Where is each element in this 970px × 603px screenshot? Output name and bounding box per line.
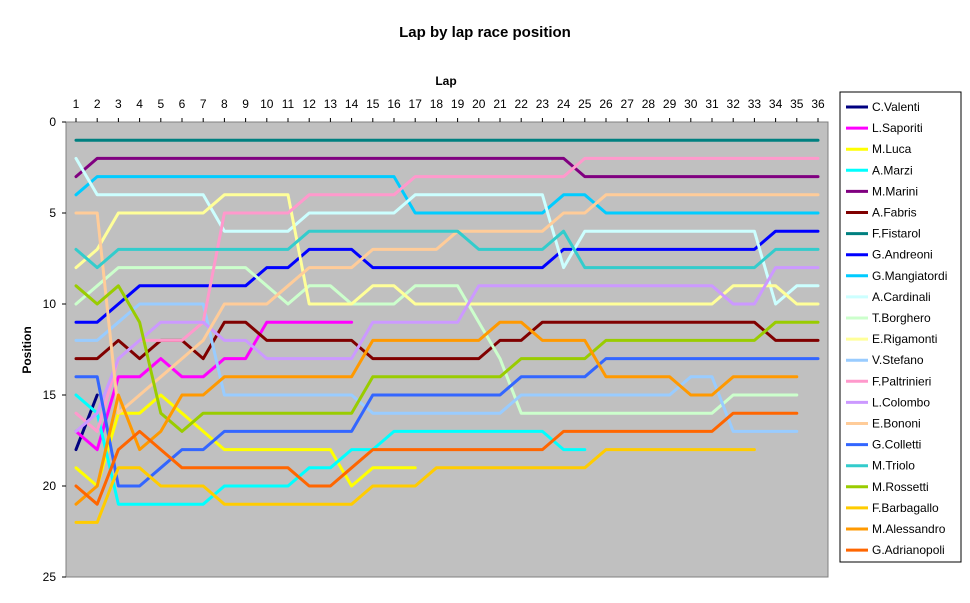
legend-label: G.Adrianopoli [872, 543, 945, 557]
x-tick-label: 36 [811, 97, 825, 111]
x-tick-label: 22 [515, 97, 529, 111]
legend-label: E.Rigamonti [872, 332, 937, 346]
x-tick-label: 19 [451, 97, 465, 111]
x-tick-label: 11 [282, 97, 295, 111]
legend-label: M.Triolo [872, 459, 915, 473]
series-line-f-paltrinieri [74, 156, 820, 433]
x-tick-label: 21 [493, 97, 507, 111]
legend-label: T.Borghero [872, 311, 931, 325]
plot-area [65, 121, 829, 578]
y-tick-label: 25 [43, 570, 57, 584]
x-tick-label: 15 [366, 97, 380, 111]
series-line-m-rossetti [74, 284, 820, 433]
series-line-g-andreoni [74, 229, 820, 324]
series-line-v-stefano [74, 302, 799, 433]
legend-label: M.Alessandro [872, 522, 946, 536]
x-tick-label: 29 [663, 97, 677, 111]
x-tick-label: 26 [599, 97, 613, 111]
x-axis-title: Lap [435, 74, 456, 88]
y-tick-label: 10 [43, 297, 57, 311]
legend-label: F.Barbagallo [872, 501, 939, 515]
series-line-a-fabris [74, 320, 820, 361]
x-tick-label: 10 [260, 97, 274, 111]
series-line-m-alessandro [74, 320, 799, 506]
x-tick-label: 18 [430, 97, 444, 111]
series-line-g-adrianopoli [74, 411, 799, 506]
x-tick-label: 8 [221, 97, 228, 111]
x-tick-label: 23 [536, 97, 550, 111]
x-tick-label: 1 [73, 97, 80, 111]
series-line-m-triolo [74, 229, 820, 270]
chart-title: Lap by lap race position [399, 24, 571, 41]
x-tick-label: 31 [705, 97, 719, 111]
legend-label: E.Bononi [872, 417, 921, 431]
x-tick-label: 34 [769, 97, 783, 111]
series-line-f-barbagallo [74, 448, 756, 524]
series-line-g-mangiatordi [74, 175, 820, 215]
legend-label: G.Andreoni [872, 248, 933, 262]
y-tick-label: 0 [49, 115, 56, 129]
series-lines [74, 138, 820, 524]
legend-label: M.Luca [872, 142, 912, 156]
series-line-l-colombo [74, 266, 820, 433]
x-tick-label: 12 [303, 97, 317, 111]
series-line-e-rigamonti [74, 193, 820, 306]
axes: 1 2 3 4 5 6 7 8 9 10 11 12 13 14 15 16 17 18 19 20 21 22 23 24 2… [43, 97, 825, 584]
x-tick-label: 3 [115, 97, 122, 111]
legend-label: V.Stefano [872, 353, 924, 367]
legend-label: L.Colombo [872, 395, 930, 409]
legend-label: A.Fabris [872, 206, 917, 220]
x-tick-label: 33 [748, 97, 762, 111]
x-tick-label: 24 [557, 97, 571, 111]
legend-label: F.Paltrinieri [872, 374, 931, 388]
legend-label: M.Marini [872, 184, 918, 198]
x-tick-label: 5 [157, 97, 164, 111]
x-tick-label: 20 [472, 97, 486, 111]
y-axis-title: Position [20, 326, 34, 373]
series-line-a-cardinali [74, 156, 820, 306]
x-tick-label: 2 [94, 97, 101, 111]
series-line-e-bononi [74, 193, 820, 415]
x-tick-label: 7 [200, 97, 207, 111]
series-line-a-marzi [74, 393, 587, 506]
x-tick-label: 16 [387, 97, 401, 111]
legend-entries: C.Valenti L.Saporiti M.Luca A.Marzi M.Marini… [846, 100, 947, 557]
x-tick-label: 4 [136, 97, 143, 111]
y-tick-label: 5 [49, 206, 56, 220]
x-tick-label: 17 [409, 97, 423, 111]
legend-label: F.Fistarol [872, 227, 921, 241]
x-tick-label: 27 [621, 97, 635, 111]
x-tick-label: 9 [242, 97, 249, 111]
series-line-l-saporiti [74, 320, 354, 452]
legend-label: M.Rossetti [872, 480, 929, 494]
x-tick-label: 25 [578, 97, 592, 111]
series-line-m-luca [74, 393, 417, 488]
y-tick-label: 15 [43, 388, 57, 402]
x-tick-label: 28 [642, 97, 656, 111]
x-tick-label: 14 [345, 97, 359, 111]
x-tick-label: 32 [727, 97, 741, 111]
series-line-t-borghero [74, 266, 799, 415]
legend-label: G.Mangiatordi [872, 269, 947, 283]
series-line-m-marini [74, 156, 820, 179]
legend-label: L.Saporiti [872, 121, 923, 135]
legend-label: C.Valenti [872, 100, 920, 114]
x-tick-label: 35 [790, 97, 804, 111]
series-line-g-colletti [74, 357, 820, 488]
legend-label: A.Marzi [872, 163, 913, 177]
x-tick-label: 13 [324, 97, 338, 111]
legend-label: G.Colletti [872, 438, 921, 452]
x-tick-label: 6 [179, 97, 186, 111]
legend-label: A.Cardinali [872, 290, 931, 304]
x-tick-label: 30 [684, 97, 698, 111]
y-tick-label: 20 [43, 479, 57, 493]
